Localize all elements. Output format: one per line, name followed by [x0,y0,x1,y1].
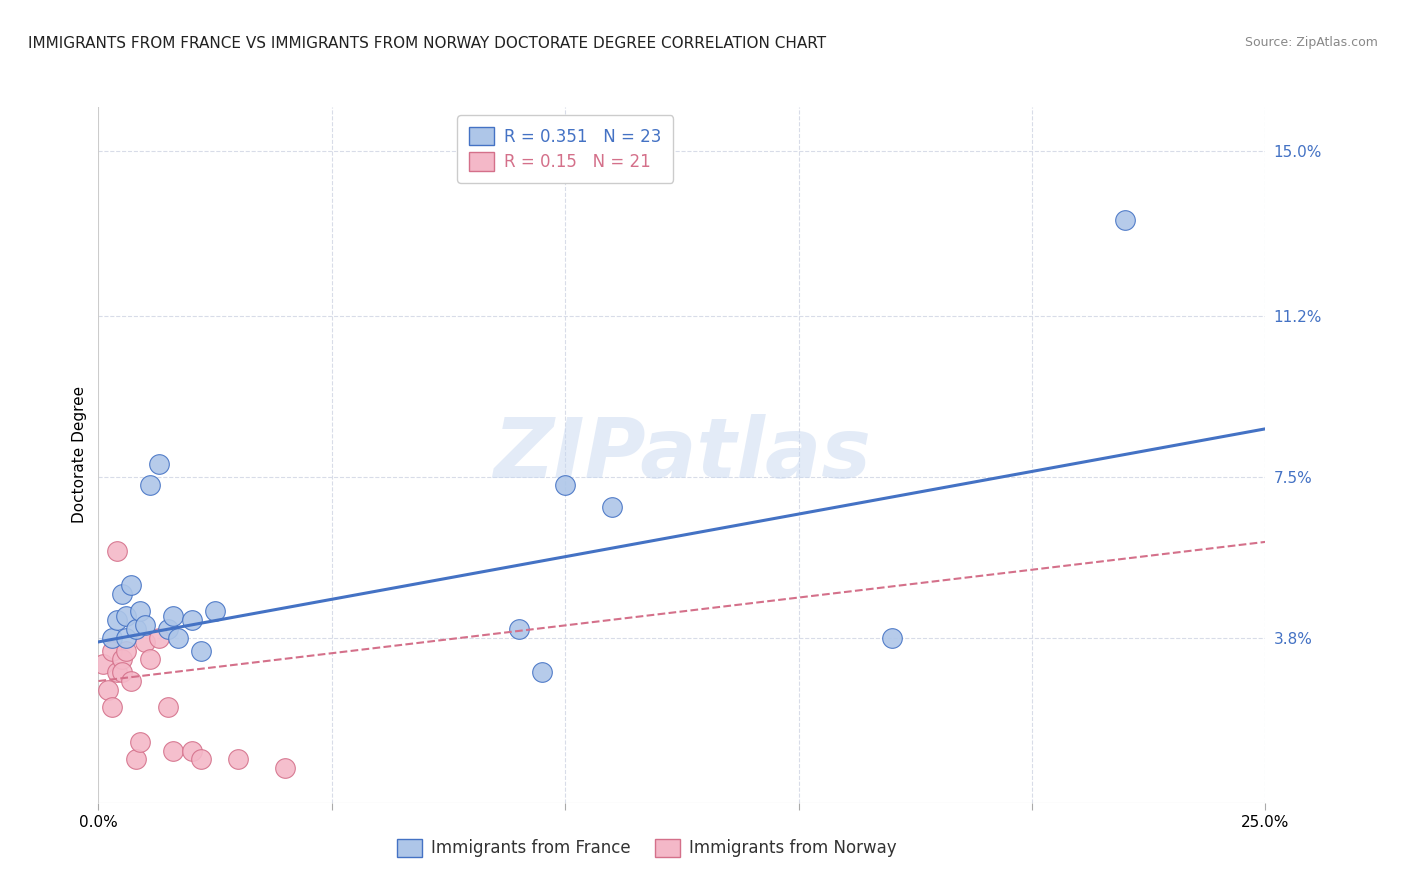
Point [115,608,138,623]
Point [125,622,148,636]
Point [129,605,152,619]
Point [204,605,226,619]
Point [148,457,170,471]
Point [125,752,148,766]
Point [190,643,212,657]
Point [139,652,162,666]
Legend: Immigrants from France, Immigrants from Norway: Immigrants from France, Immigrants from … [391,832,903,864]
Point [139,478,162,492]
Point [1114,213,1136,227]
Point [105,543,128,558]
Point [101,700,124,714]
Point [129,735,152,749]
Point [111,665,134,680]
Point [105,665,128,680]
Point [157,622,180,636]
Point [120,674,142,689]
Text: Source: ZipAtlas.com: Source: ZipAtlas.com [1244,36,1378,49]
Point [97,682,120,697]
Point [880,631,903,645]
Point [111,587,134,601]
Point [101,631,124,645]
Y-axis label: Doctorate Degree: Doctorate Degree [72,386,87,524]
Point [111,652,134,666]
Point [162,744,184,758]
Point [228,752,250,766]
Point [190,752,212,766]
Point [148,631,170,645]
Point [180,744,202,758]
Text: IMMIGRANTS FROM FRANCE VS IMMIGRANTS FROM NORWAY DOCTORATE DEGREE CORRELATION CH: IMMIGRANTS FROM FRANCE VS IMMIGRANTS FRO… [28,36,827,51]
Point [274,761,297,775]
Point [157,700,180,714]
Text: ZIPatlas: ZIPatlas [494,415,870,495]
Point [115,643,138,657]
Point [134,617,156,632]
Point [530,665,553,680]
Point [101,643,124,657]
Point [162,608,184,623]
Point [600,500,623,514]
Point [180,613,202,627]
Point [166,631,188,645]
Point [120,578,142,592]
Point [508,622,530,636]
Point [91,657,114,671]
Point [134,635,156,649]
Point [105,613,128,627]
Point [554,478,576,492]
Point [115,631,138,645]
